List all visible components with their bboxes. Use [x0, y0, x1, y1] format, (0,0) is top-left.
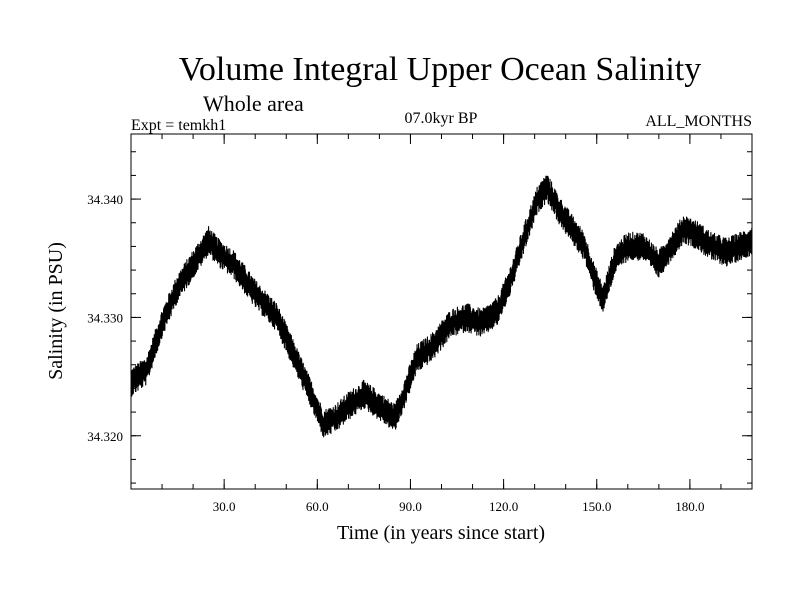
x-tick-labels: 30.0 60.0 90.0 120.0 150.0 180.0: [213, 499, 705, 514]
x-axis-label: Time (in years since start): [337, 522, 545, 544]
experiment-label: Expt = temkh1: [131, 117, 226, 134]
x-tick-label: 150.0: [582, 499, 611, 514]
x-tick-label: 180.0: [675, 499, 704, 514]
months-label: ALL_MONTHS: [645, 113, 752, 130]
series-line-salinity: [130, 175, 753, 438]
period-label: 07.0kyr BP: [405, 110, 478, 127]
plot-frame: [130, 133, 753, 490]
y-tick-labels: 34.320 34.330 34.340: [87, 192, 123, 444]
y-axis-label: Salinity (in PSU): [45, 242, 67, 380]
x-tick-label: 30.0: [213, 499, 236, 514]
series-group: [130, 175, 753, 438]
chart-title: Volume Integral Upper Ocean Salinity: [179, 51, 701, 88]
chart-subtitle: Whole area: [203, 91, 304, 116]
x-tick-label: 120.0: [489, 499, 518, 514]
x-tick-label: 60.0: [306, 499, 329, 514]
y-tick-label: 34.320: [87, 429, 123, 444]
y-tick-label: 34.330: [87, 310, 123, 325]
axis-ticks: [131, 134, 752, 489]
y-tick-label: 34.340: [87, 192, 123, 207]
x-tick-label: 90.0: [399, 499, 422, 514]
